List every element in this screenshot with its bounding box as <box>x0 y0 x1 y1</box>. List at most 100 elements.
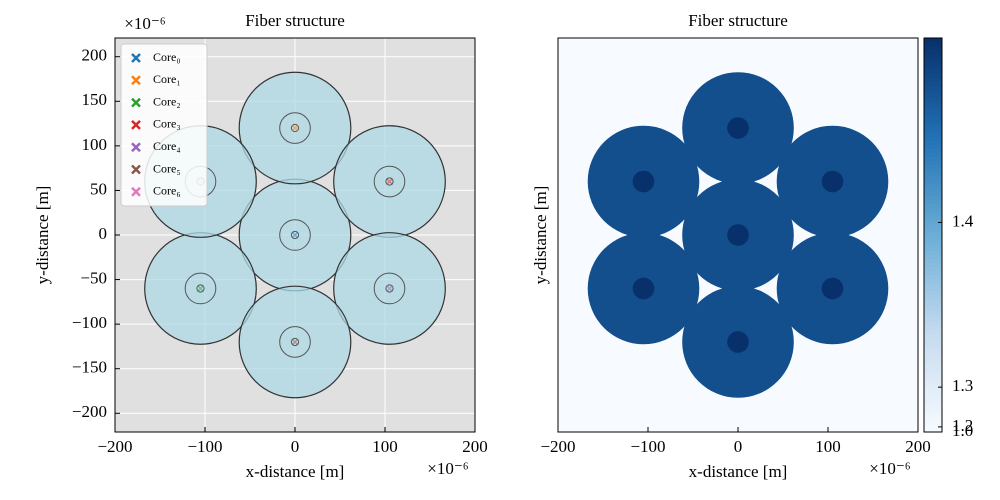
colorbar-segment <box>924 357 942 362</box>
x-tick-label: −100 <box>187 437 222 456</box>
colorbar-segment <box>924 258 942 264</box>
plot-area <box>558 38 918 432</box>
x-tick-label: 100 <box>372 437 398 456</box>
colorbar-segment <box>924 309 942 315</box>
colorbar-segment <box>924 132 942 137</box>
legend-label: Core₀ <box>153 50 181 64</box>
plot-area: Core₀ Core₁ Core₂ Core₃ Core₄ Core₅ Core₆ <box>115 38 475 432</box>
colorbar-segment <box>924 223 942 228</box>
colorbar-segment <box>924 120 942 126</box>
colorbar-segment <box>924 235 942 240</box>
x-tick-label: 0 <box>734 437 743 456</box>
colorbar-segment <box>924 227 942 232</box>
colorbar-segment <box>924 298 942 303</box>
legend-marker <box>131 97 141 108</box>
colorbar-segment <box>924 372 942 378</box>
colorbar-segment <box>924 321 942 327</box>
core <box>290 230 300 240</box>
legend-marker <box>131 164 141 175</box>
colorbar-segment <box>924 128 942 134</box>
colorbar-segment <box>924 156 942 161</box>
colorbar-segment <box>924 179 942 185</box>
legend-marker <box>131 120 141 130</box>
colorbar-segment <box>924 400 942 405</box>
colorbar-segment <box>924 420 942 425</box>
legend-label: Core₂ <box>153 94 181 108</box>
colorbar-segment <box>924 231 942 236</box>
colorbar-segment <box>924 345 942 350</box>
colorbar-segment <box>924 69 942 74</box>
colorbar-segment <box>924 242 942 248</box>
core <box>196 284 205 293</box>
x-tick-label: 200 <box>462 437 488 456</box>
y-tick-label: 0 <box>99 224 108 243</box>
index-region <box>727 224 749 246</box>
colorbar-segment <box>924 148 942 153</box>
colorbar-segment <box>924 349 942 354</box>
index-region <box>632 170 655 193</box>
colorbar-segment <box>924 317 942 323</box>
index-region <box>727 117 749 139</box>
core-ring <box>184 272 217 305</box>
legend-label: Core₅ <box>153 161 181 175</box>
index-region <box>632 277 655 300</box>
colorbar-segment <box>924 424 942 429</box>
core-ring <box>279 326 311 358</box>
colorbar-tick-label: 1.3 <box>952 376 973 395</box>
colorbar-segment <box>924 116 942 122</box>
colorbar-segment <box>924 416 942 421</box>
colorbar-segment <box>924 45 942 51</box>
colorbar-segment <box>924 286 942 291</box>
legend-label: Core₄ <box>153 139 181 153</box>
y-tick-label: −100 <box>72 313 107 332</box>
colorbar-segment <box>924 168 942 173</box>
colorbar-segment <box>924 136 942 141</box>
colorbar-segment <box>924 294 942 299</box>
colorbar-segment <box>924 250 942 256</box>
colorbar-segment <box>924 333 942 338</box>
core-ring <box>279 112 311 144</box>
colorbar-segment <box>924 112 942 118</box>
colorbar-segment <box>924 124 942 130</box>
colorbar-segment <box>924 266 942 271</box>
core-marker <box>385 284 394 293</box>
colorbar-segment <box>924 160 942 165</box>
colorbar-segment <box>924 101 942 106</box>
colorbar-segment <box>924 195 942 201</box>
y-tick-label: 100 <box>82 135 108 154</box>
colorbar-segment <box>924 53 942 59</box>
colorbar-segment <box>924 290 942 295</box>
colorbar-segment <box>924 341 942 346</box>
core <box>290 123 300 133</box>
colorbar-segment <box>924 65 942 71</box>
colorbar-tick-label: 1.2 <box>952 416 973 435</box>
x-offset-label: ×10⁻⁶ <box>427 459 469 478</box>
colorbar-segment <box>924 97 942 102</box>
chart-title: Fiber structure <box>245 11 345 30</box>
colorbar-segment <box>924 108 942 114</box>
x-tick-label: −200 <box>540 437 575 456</box>
legend-marker <box>131 75 141 86</box>
y-tick-label: −50 <box>80 268 107 287</box>
core <box>385 177 394 186</box>
colorbar-segment <box>924 270 942 275</box>
core-ring <box>373 272 406 305</box>
colorbar-segment <box>924 412 942 417</box>
colorbar-segment <box>924 238 942 244</box>
x-tick-label: 200 <box>905 437 931 456</box>
x-axis-label: x-distance [m] <box>246 462 345 481</box>
colorbar-segment <box>924 104 942 110</box>
colorbar-segment <box>924 274 942 279</box>
colorbar-segment <box>924 203 942 208</box>
legend-box <box>120 43 208 207</box>
x-tick-label: −200 <box>97 437 132 456</box>
colorbar-segment <box>924 408 942 413</box>
colorbar-segment <box>924 376 942 382</box>
colorbar-segment <box>924 254 942 260</box>
x-offset-label: ×10⁻⁶ <box>869 459 911 478</box>
colorbar-segment <box>924 211 942 216</box>
core-marker <box>291 124 299 132</box>
core <box>290 337 300 347</box>
colorbar-frame <box>923 37 943 433</box>
